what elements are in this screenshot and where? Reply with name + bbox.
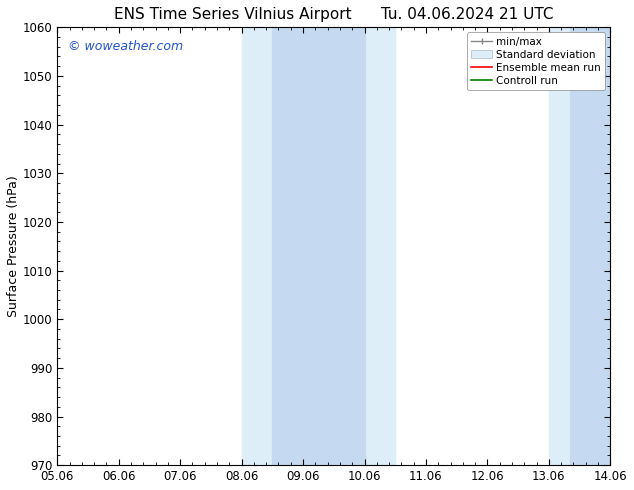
Y-axis label: Surface Pressure (hPa): Surface Pressure (hPa): [7, 175, 20, 317]
Legend: min/max, Standard deviation, Ensemble mean run, Controll run: min/max, Standard deviation, Ensemble me…: [467, 32, 605, 90]
Title: ENS Time Series Vilnius Airport      Tu. 04.06.2024 21 UTC: ENS Time Series Vilnius Airport Tu. 04.0…: [114, 7, 553, 22]
Bar: [549, 27, 634, 465]
Text: © woweather.com: © woweather.com: [68, 40, 183, 53]
Bar: [242, 27, 395, 465]
Bar: [273, 27, 365, 465]
Bar: [571, 27, 611, 465]
